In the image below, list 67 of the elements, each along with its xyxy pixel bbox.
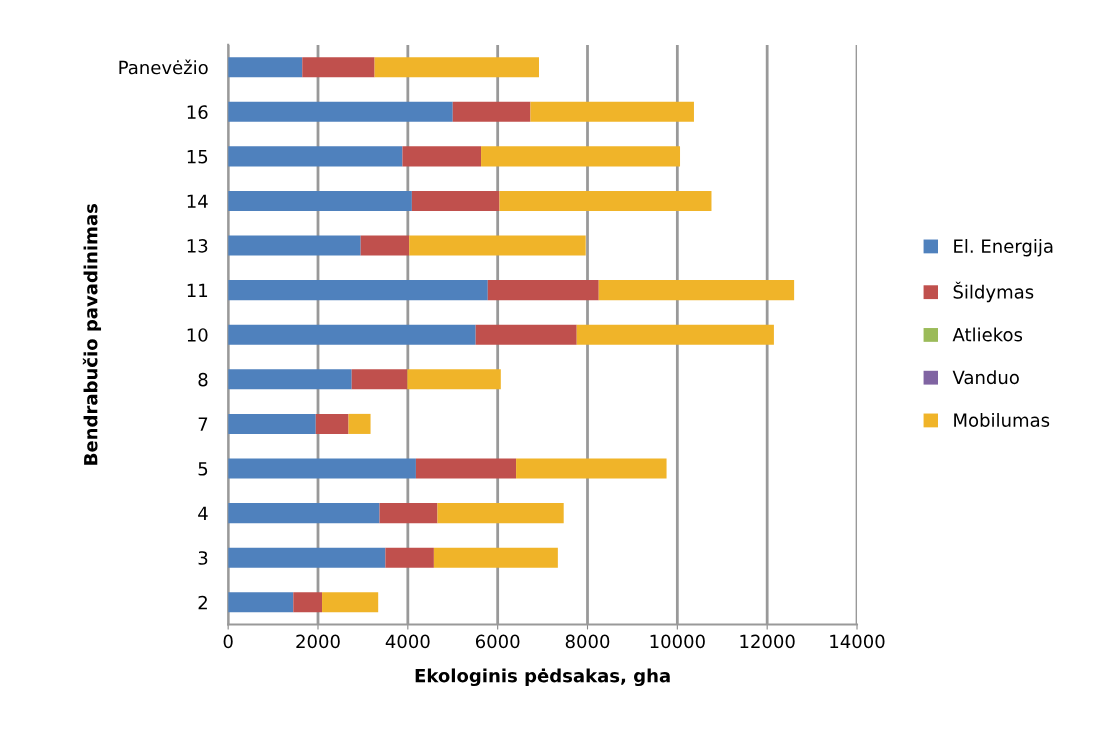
bar: [228, 503, 380, 524]
bar: [433, 547, 558, 568]
bar: [481, 146, 681, 167]
bar: [322, 592, 379, 613]
bar: [409, 235, 586, 256]
x-tick-label: 4000: [385, 634, 430, 649]
y-tick-label: Panevėžio: [119, 59, 208, 75]
bar: [351, 369, 408, 390]
y-tick-label: 2: [198, 595, 207, 610]
y-tick-label: 7: [198, 417, 208, 431]
bar: [402, 146, 482, 167]
x-tick-label: 14000: [830, 634, 885, 649]
bar: [437, 503, 564, 524]
bar: [228, 592, 294, 613]
y-tick-label: 4: [198, 506, 208, 520]
bar: [228, 101, 453, 122]
y-tick-label: 3: [198, 551, 208, 565]
bar: [348, 413, 371, 434]
bar: [598, 280, 795, 301]
y-tick-label: 15: [187, 150, 208, 164]
bar: [228, 458, 416, 479]
bar: [228, 190, 412, 211]
legend-label: Vanduo: [952, 370, 1019, 385]
bar: [228, 369, 352, 390]
bar: [293, 592, 323, 613]
bar: [530, 101, 694, 122]
bar: [475, 324, 577, 345]
bar: [407, 369, 501, 390]
legend-label: Šildymas: [953, 281, 1034, 303]
x-tick-label: 2000: [296, 634, 340, 649]
x-tick-label: 6000: [475, 634, 520, 649]
y-tick-label: 16: [187, 105, 208, 119]
bar: [360, 235, 410, 256]
bar: [228, 235, 361, 256]
bar: [228, 413, 316, 434]
y-tick-label: 10: [187, 328, 208, 342]
bar: [374, 57, 539, 78]
y-axis-title: Bendrabučio pavadinimas: [82, 203, 102, 465]
bar: [576, 324, 774, 345]
bar: [228, 280, 488, 301]
bar: [411, 190, 500, 211]
y-tick-label: 8: [198, 372, 208, 387]
bar: [228, 146, 403, 167]
x-axis-title: Ekologinis pėdsakas, gha: [415, 668, 670, 687]
bar: [415, 458, 517, 479]
x-tick-label: 0: [223, 634, 233, 649]
y-tick-label: 14: [187, 194, 208, 208]
y-tick-label: 5: [198, 462, 208, 476]
bar: [228, 324, 476, 345]
bar: [487, 280, 599, 301]
bar: [315, 413, 349, 434]
y-tick-label: 13: [187, 239, 208, 253]
x-tick-label: 12000: [740, 634, 795, 649]
bar: [499, 190, 712, 211]
x-tick-label: 8000: [565, 634, 610, 649]
legend-label: Atliekos: [952, 327, 1023, 342]
bar: [385, 547, 434, 568]
legend-label: Mobilumas: [954, 413, 1050, 427]
legend-label: El. Energija: [954, 238, 1053, 257]
x-tick-label: 10000: [650, 634, 705, 649]
bar: [379, 503, 438, 524]
bar: [228, 547, 386, 568]
bar: [302, 57, 375, 78]
bar: [516, 458, 667, 479]
bar: [228, 57, 303, 78]
y-tick-label: 11: [187, 283, 208, 297]
bar: [452, 101, 531, 122]
